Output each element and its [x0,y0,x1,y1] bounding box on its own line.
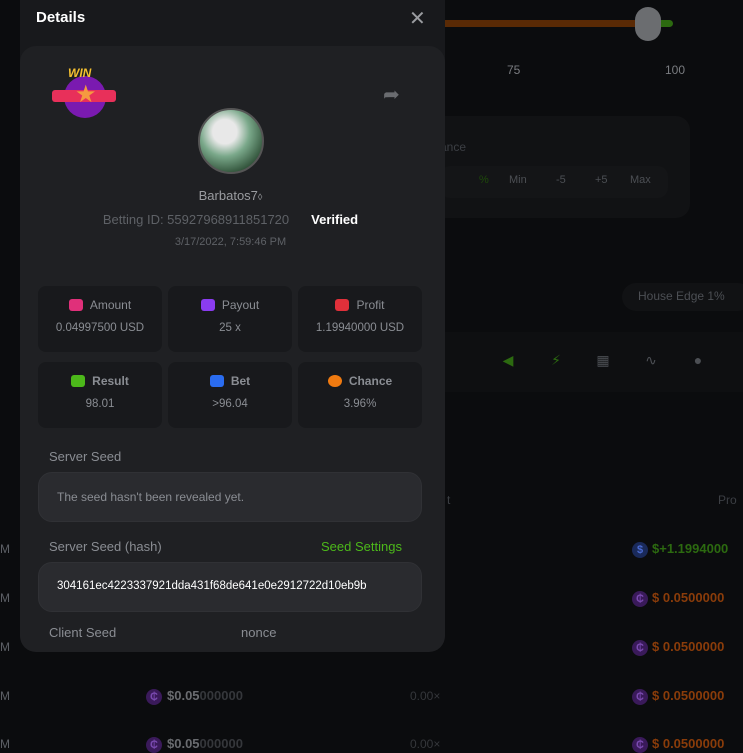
max-button[interactable]: Max [630,174,651,186]
table-header-partial: t [447,493,451,507]
details-modal: Details ✕ ★ WIN ➦ Barbatos7◊ Betting ID:… [20,0,445,652]
coin-icon: ₵ [632,640,648,656]
bet-details-card: ★ WIN ➦ Barbatos7◊ Betting ID: 559279689… [20,46,445,652]
usd-coin-icon: $ [632,542,648,558]
server-seed-hash-label: Server Seed (hash) [49,539,162,554]
nonce-label: nonce [241,625,277,640]
row-time: M [0,591,10,605]
row-profit: $+1.1994000 [652,541,729,556]
profit-hand-icon [335,299,350,311]
stat-value: 98.01 [85,398,115,410]
min-button[interactable]: Min [509,174,527,186]
lightning-icon[interactable]: ⚡ [551,352,561,368]
modal-title: Details [36,9,86,26]
stat-payout: Payout 25 x [168,286,292,352]
betting-id-line: Betting ID: 55927968911851720 Verified [20,212,441,227]
percent-button[interactable]: % [479,174,489,186]
percent-icon [327,375,342,387]
stat-value: 0.04997500 USD [55,322,145,334]
chance-label: ance [440,140,467,154]
coin-icon: ₵ [632,737,648,753]
close-icon[interactable]: ✕ [409,8,426,30]
server-seed-field: The seed hasn't been revealed yet. [38,472,422,522]
row-time: M [0,737,10,751]
stat-label: Profit [356,298,385,312]
row-profit: $ 0.0500000 [652,736,725,751]
server-seed-hash-field[interactable]: 304161ec4223337921dda431f68de641e0e29127… [38,562,422,612]
amount-prefix: $0.05 [167,688,200,703]
win-badge-text: WIN [68,66,92,80]
betting-id: Betting ID: 55927968911851720 [102,212,290,227]
row-payout: 0.00× [410,737,441,751]
stat-label: Amount [89,298,132,312]
row-profit: $ 0.0500000 [652,639,725,654]
stat-label: Payout [221,298,260,312]
stat-profit: Profit 1.19940000 USD [298,286,422,352]
row-time: M [0,689,10,703]
money-hand-icon [68,299,83,311]
amount-prefix: $0.05 [167,736,200,751]
row-profit: $ 0.0500000 [652,590,725,605]
slider-tick-75: 75 [507,63,521,77]
stat-chance: Chance 3.96% [298,362,422,428]
stat-value: >96.04 [212,398,248,410]
horn-icon[interactable]: ◀ [502,352,514,368]
stat-label: Chance [348,374,393,388]
amount-rest: 000000 [199,688,243,703]
client-seed-label: Client Seed [49,625,117,640]
range-slider-fill [655,20,673,27]
win-badge: ★ WIN [52,66,116,118]
plus-5-button[interactable]: +5 [595,174,608,186]
row-amount: $0.05000000 [167,736,243,751]
verified-link[interactable]: Verified [311,212,359,227]
username: Barbatos7◊ [20,188,441,203]
card-icon [200,299,215,311]
row-time: M [0,542,10,556]
range-slider-thumb[interactable] [635,7,661,41]
stat-value: 1.19940000 USD [315,322,405,334]
timestamp: 3/17/2022, 7:59:46 PM [174,236,287,248]
stat-bet: Bet >96.04 [168,362,292,428]
stat-value: 25 x [219,322,241,334]
slider-tick-100: 100 [665,63,686,77]
chance-button-row [440,166,668,198]
row-amount: $0.05000000 [167,688,243,703]
amount-rest: 000000 [199,736,243,751]
toolbar [445,332,743,392]
stat-label: Bet [230,374,251,388]
range-slider-track[interactable] [440,20,672,27]
stat-value: 3.96% [343,398,377,410]
house-edge-badge: House Edge 1% [622,283,743,311]
coin-icon: ₵ [146,689,162,705]
chart-check-icon [71,375,86,387]
keyboard-icon[interactable]: ▦ [596,352,610,368]
coin-icon: ₵ [146,737,162,753]
coin-icon: ₵ [632,689,648,705]
stat-amount: Amount 0.04997500 USD [38,286,162,352]
row-time: M [0,640,10,654]
row-payout: 0.00× [410,689,441,703]
crypto-icon: ◊ [257,192,263,202]
username-text: Barbatos7 [198,188,258,203]
minus-5-button[interactable]: -5 [556,174,566,186]
curve-icon[interactable]: ∿ [645,352,657,368]
stat-label: Result [92,374,129,388]
seed-settings-link[interactable]: Seed Settings [321,539,402,554]
server-seed-label: Server Seed [49,449,122,464]
wallet-icon [209,375,224,387]
stat-result: Result 98.01 [38,362,162,428]
acorn-icon[interactable]: ● [693,352,703,368]
avatar[interactable] [198,108,264,174]
row-profit: $ 0.0500000 [652,688,725,703]
share-icon[interactable]: ➦ [383,84,400,106]
table-header-profit: Pro [718,493,737,507]
coin-icon: ₵ [632,591,648,607]
